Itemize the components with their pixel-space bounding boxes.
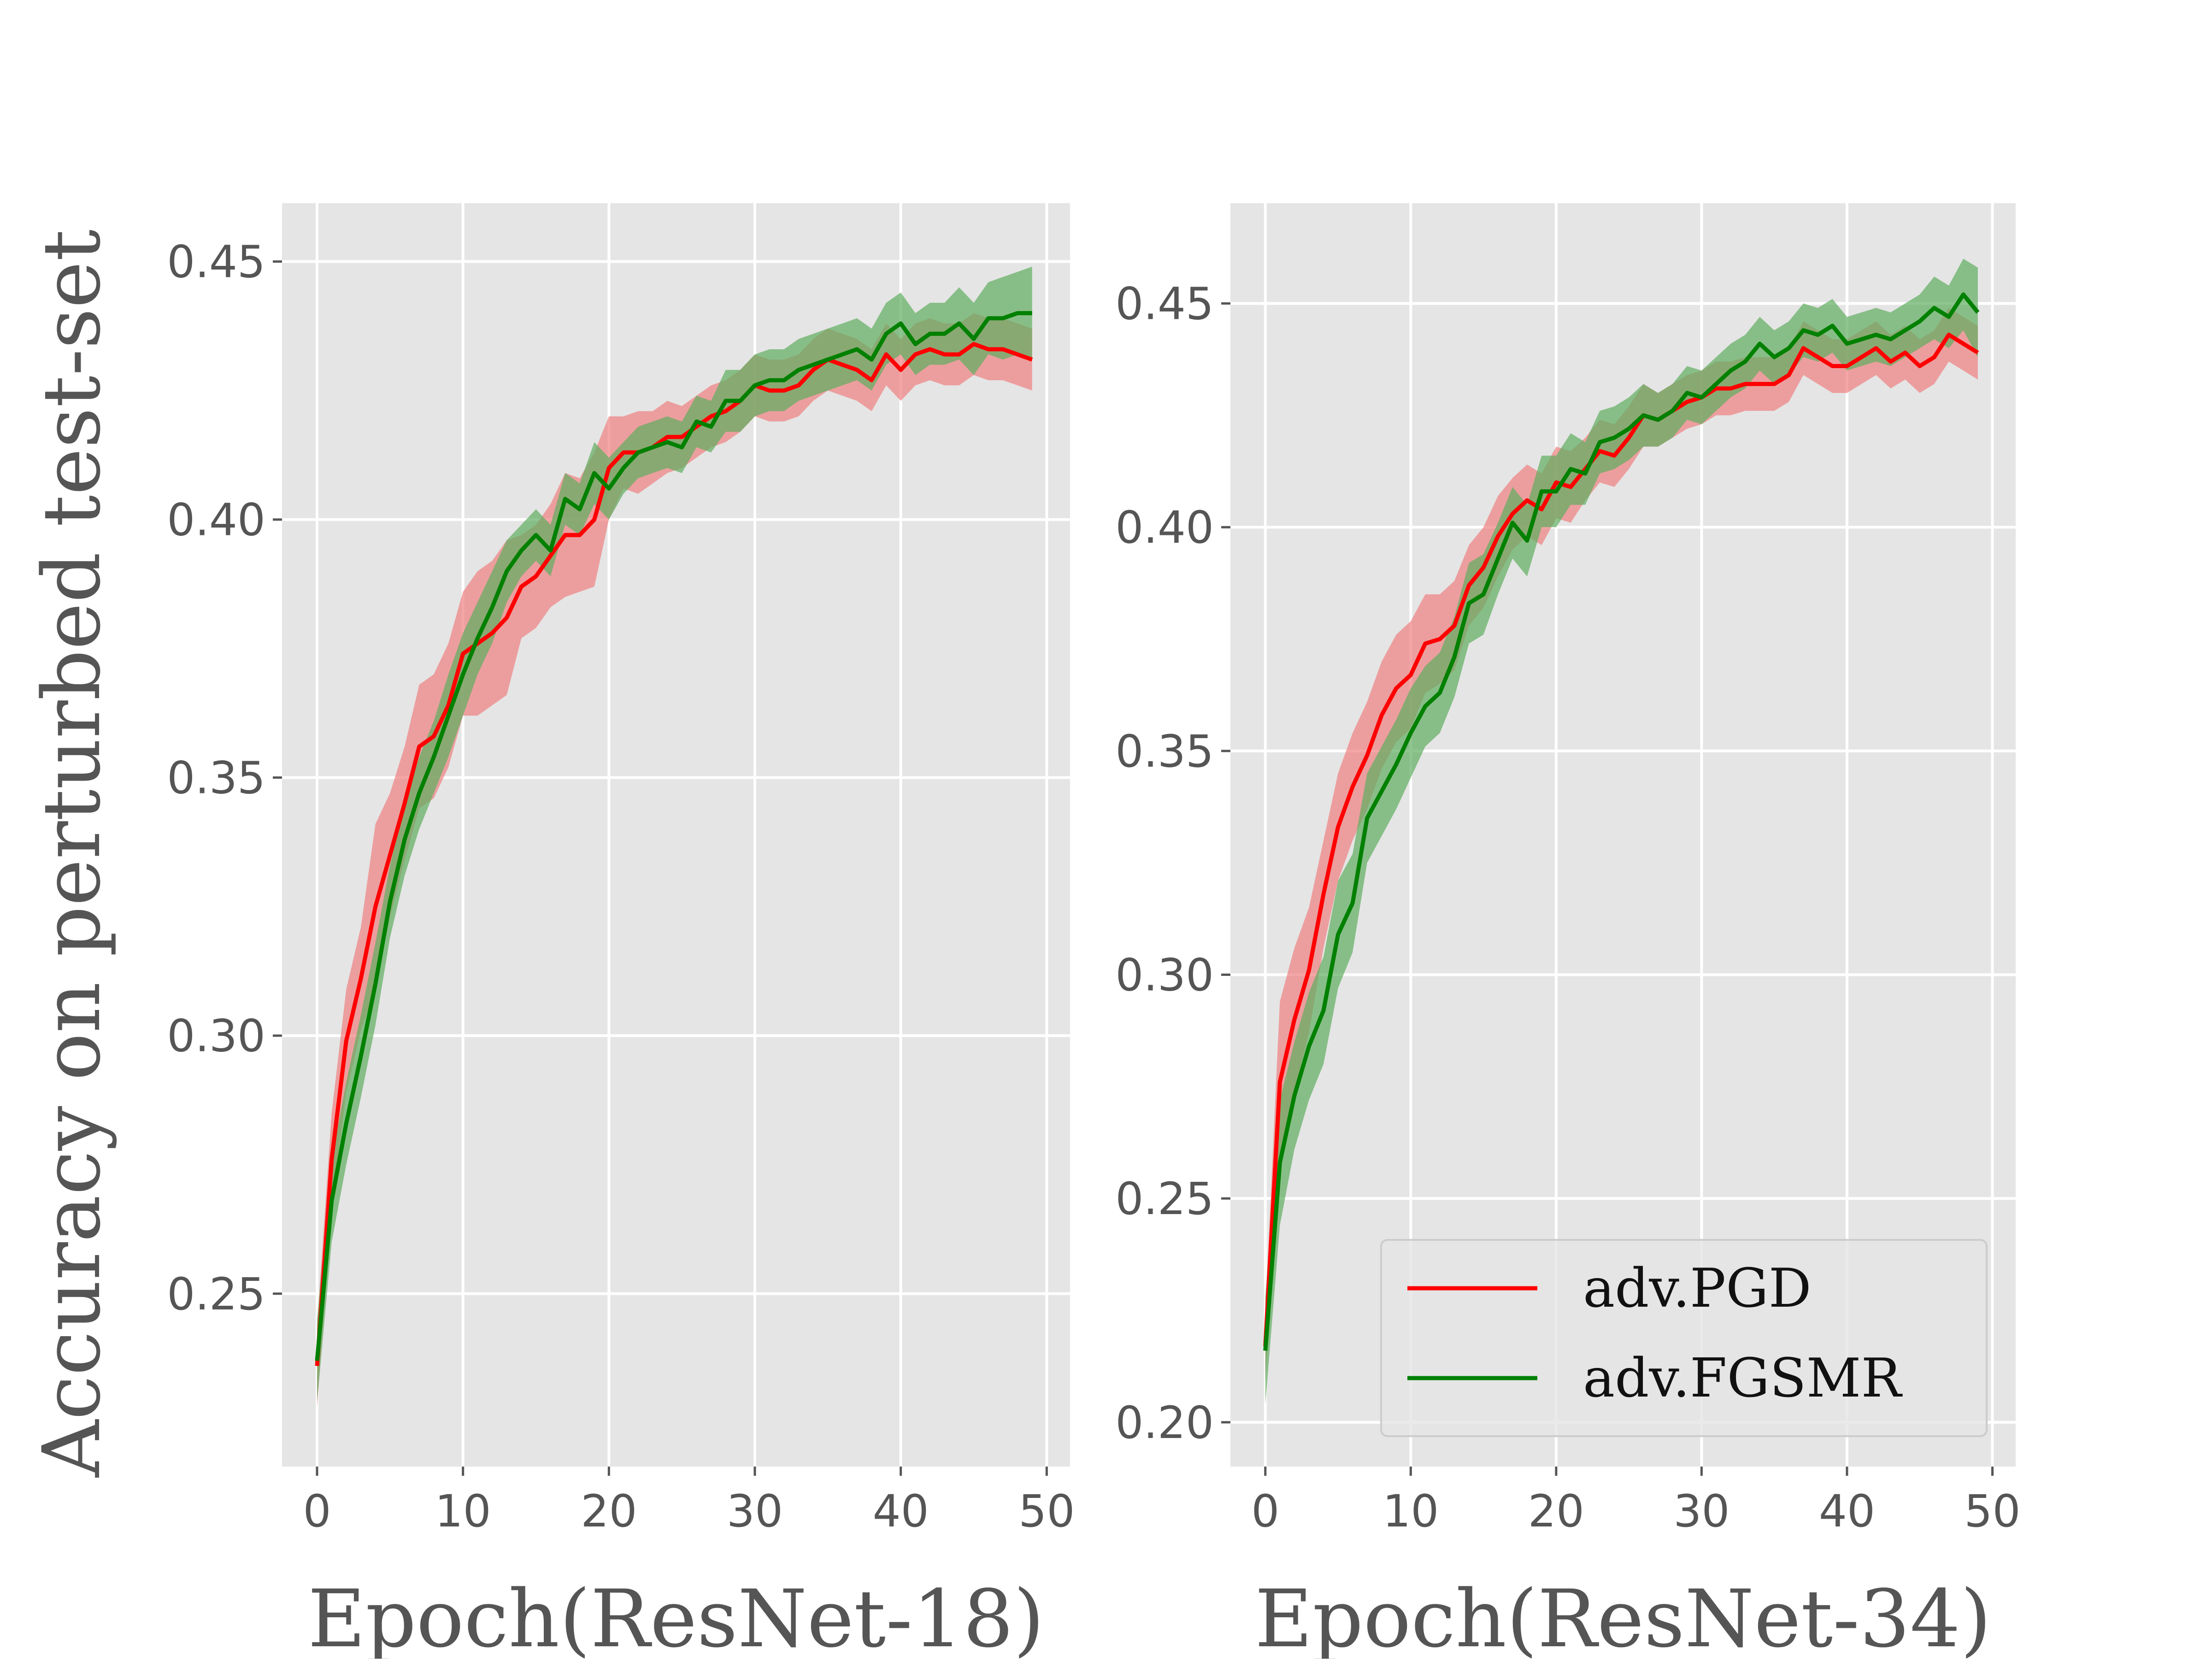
x-tick-label: 50 <box>1964 1485 2020 1537</box>
x-tick-label: 20 <box>581 1485 637 1537</box>
legend-label-adv-fgsmr: adv.FGSMR <box>1583 1347 1903 1409</box>
x-tick-label: 20 <box>1528 1485 1584 1537</box>
x-tick-label: 40 <box>873 1485 929 1537</box>
x-axis-title-resnet-34: Epoch(ResNet-34) <box>1255 1573 1991 1659</box>
x-tick-label: 30 <box>727 1485 783 1537</box>
y-tick-label: 0.30 <box>167 1010 265 1062</box>
y-tick-label: 0.40 <box>167 494 265 546</box>
y-tick-label: 0.45 <box>1115 278 1214 330</box>
gridlines-resnet-18 <box>282 203 1070 1467</box>
ticks-resnet-18: 0 10 20 30 40 50 0.25 0.30 0.35 0.40 0.45 <box>167 236 1075 1537</box>
y-tick-label: 0.25 <box>1115 1173 1214 1225</box>
y-tick-label: 0.35 <box>167 752 265 804</box>
series-line-adv-fgsmr <box>1263 292 1980 1351</box>
x-tick-label: 10 <box>1382 1485 1439 1537</box>
y-tick-label: 0.30 <box>1115 950 1214 1001</box>
series-line-adv-pgd <box>315 342 1033 1366</box>
series-lines-resnet-18 <box>315 311 1033 1366</box>
y-tick-label: 0.45 <box>167 236 265 288</box>
x-tick-label: 10 <box>435 1485 491 1537</box>
x-axis-title-resnet-18: Epoch(ResNet-18) <box>308 1573 1044 1659</box>
y-axis-title: Accuracy on perturbed test-set <box>25 229 118 1478</box>
x-tick-label: 0 <box>303 1485 331 1537</box>
series-lines-resnet-34 <box>1263 292 1980 1351</box>
y-tick-label: 0.35 <box>1115 726 1214 777</box>
series-line-adv-fgsmr <box>315 311 1032 1361</box>
legend: adv.PGD adv.FGSMR <box>1380 1239 1988 1437</box>
x-tick-label: 50 <box>1018 1485 1075 1537</box>
chart-resnet-18: 0 10 20 30 40 50 0.25 0.30 0.35 0.40 0.45 Epoch(Re… <box>25 203 1075 1661</box>
x-tick-label: 30 <box>1673 1485 1730 1537</box>
series-line-adv-pgd <box>1263 333 1979 1346</box>
ticks-resnet-34: 0 10 20 30 40 50 0.20 0.25 0.30 0.35 0.40 0.45 <box>1115 278 2020 1537</box>
x-tick-label: 40 <box>1819 1485 1875 1537</box>
y-tick-label: 0.25 <box>167 1268 265 1320</box>
legend-label-adv-pgd: adv.PGD <box>1583 1257 1812 1320</box>
y-tick-label: 0.20 <box>1115 1397 1214 1449</box>
chart-resnet-34: 0 10 20 30 40 50 0.20 0.25 0.30 0.35 0.40 0.45 Epoc… <box>1115 203 2021 1661</box>
error-bands-resnet-18 <box>317 266 1032 1408</box>
y-tick-label: 0.40 <box>1115 502 1214 553</box>
x-tick-label: 0 <box>1251 1485 1279 1537</box>
